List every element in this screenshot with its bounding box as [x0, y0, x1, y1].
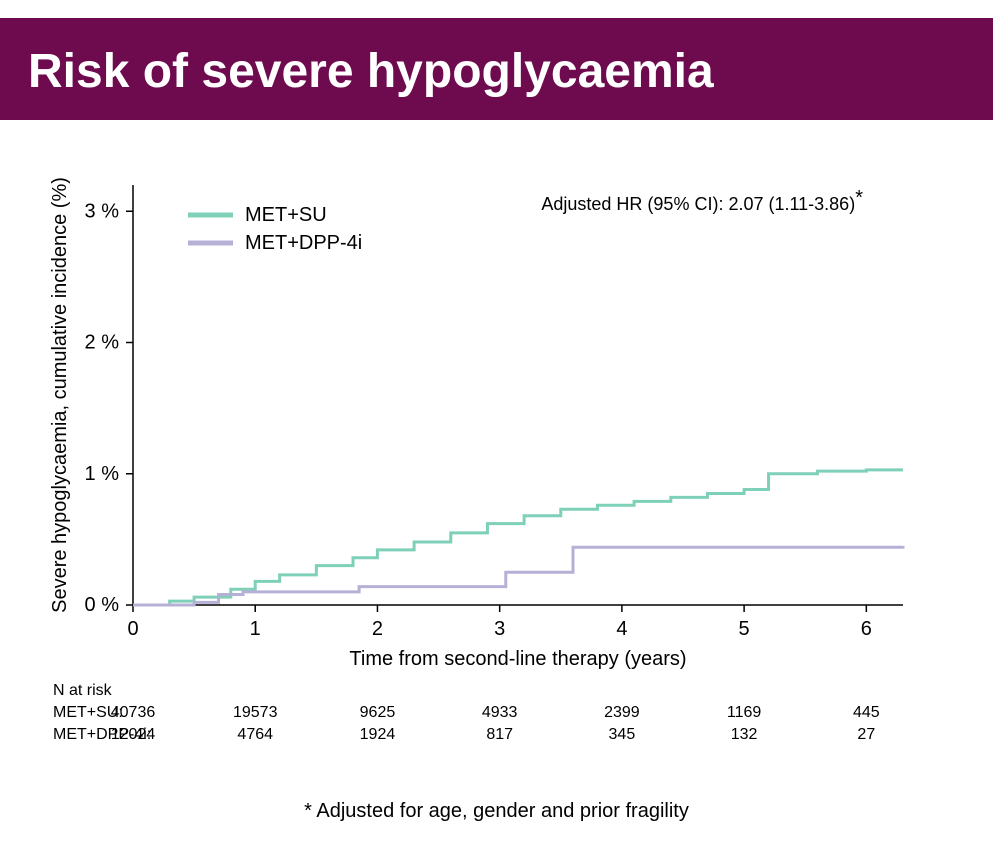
- svg-text:3: 3: [494, 618, 505, 640]
- svg-text:5: 5: [739, 618, 750, 640]
- svg-text:1 %: 1 %: [85, 463, 120, 485]
- svg-text:3 %: 3 %: [85, 200, 120, 222]
- svg-text:4764: 4764: [237, 726, 273, 743]
- svg-text:1: 1: [250, 618, 261, 640]
- svg-text:0: 0: [127, 618, 138, 640]
- title-bar: Risk of severe hypoglycaemia: [0, 18, 993, 120]
- footnote: * Adjusted for age, gender and prior fra…: [0, 800, 993, 823]
- km-chart: 0 %1 %2 %3 %0123456Time from second-line…: [48, 175, 948, 745]
- page-title: Risk of severe hypoglycaemia: [28, 44, 714, 99]
- chart-container: 0 %1 %2 %3 %0123456Time from second-line…: [48, 175, 948, 745]
- svg-text:132: 132: [731, 726, 758, 743]
- svg-text:445: 445: [853, 704, 880, 721]
- svg-text:4: 4: [616, 618, 627, 640]
- svg-text:Adjusted HR (95% CI): 2.07 (1.: Adjusted HR (95% CI): 2.07 (1.11-3.86)*: [541, 187, 863, 214]
- svg-text:2399: 2399: [604, 704, 640, 721]
- svg-text:2: 2: [372, 618, 383, 640]
- svg-text:40736: 40736: [111, 704, 156, 721]
- svg-text:2 %: 2 %: [85, 332, 120, 354]
- svg-text:Severe hypoglycaemia, cumulati: Severe hypoglycaemia, cumulative inciden…: [49, 177, 71, 613]
- svg-text:4933: 4933: [482, 704, 518, 721]
- svg-text:MET+DPP-4i: MET+DPP-4i: [245, 232, 362, 254]
- svg-text:1169: 1169: [727, 704, 762, 721]
- svg-text:Time from second-line therapy: Time from second-line therapy (years): [349, 648, 686, 670]
- svg-text:19573: 19573: [233, 704, 278, 721]
- svg-text:1924: 1924: [360, 726, 396, 743]
- svg-text:N at risk: N at risk: [53, 682, 113, 699]
- svg-text:12024: 12024: [111, 726, 156, 743]
- slide: Risk of severe hypoglycaemia 0 % 1 % 2 % 3 …: [0, 0, 993, 848]
- svg-text:27: 27: [857, 726, 875, 743]
- svg-text:MET+SU: MET+SU: [245, 204, 327, 226]
- svg-text:6: 6: [861, 618, 872, 640]
- svg-text:817: 817: [486, 726, 513, 743]
- svg-text:9625: 9625: [360, 704, 396, 721]
- svg-text:345: 345: [609, 726, 636, 743]
- svg-text:0 %: 0 %: [85, 594, 120, 616]
